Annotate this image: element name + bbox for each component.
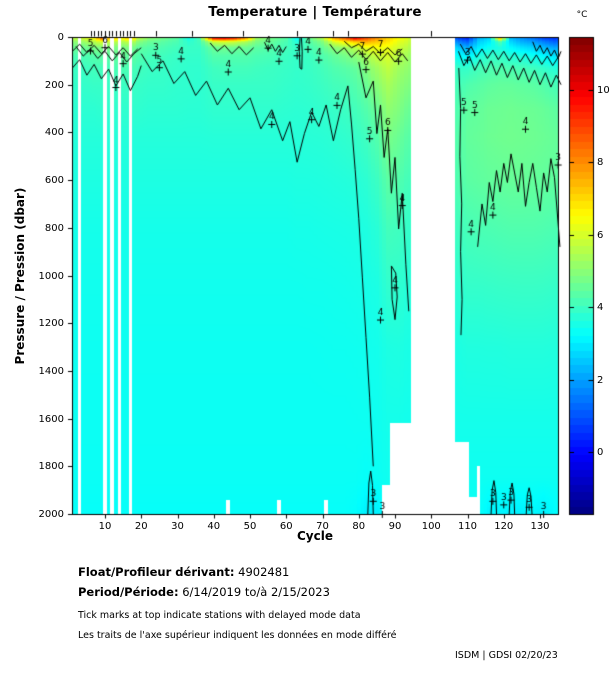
- xtick-label: 100: [421, 521, 441, 532]
- xtick-label: 30: [171, 521, 184, 532]
- xtick-label: 10: [98, 521, 112, 532]
- ytick-label: 800: [44, 222, 64, 234]
- period-value: 6/14/2019 to/à 2/15/2023: [178, 585, 330, 599]
- ytick-label: 1200: [38, 318, 64, 330]
- xtick-label: 20: [134, 521, 148, 532]
- delayed-mode-note-fr: Les traits de l'axe supérieur indiquent …: [78, 630, 397, 641]
- xtick-label: 110: [457, 521, 478, 532]
- cbtick-label: 10: [597, 84, 610, 96]
- xtick-label: 60: [279, 521, 293, 532]
- ytick-label: 0: [57, 32, 64, 43]
- xtick-label: 70: [316, 521, 329, 532]
- float-id-value: 4902481: [234, 565, 290, 579]
- cbtick-label: 4: [597, 302, 604, 314]
- xtick-label: 130: [530, 521, 550, 532]
- ytick-label: 1600: [38, 413, 64, 425]
- agency-credit: ISDM | GDSI 02/20/23: [455, 650, 558, 661]
- ytick-label: 1400: [38, 365, 64, 377]
- delayed-mode-note-en: Tick marks at top indicate stations with…: [78, 610, 361, 621]
- xtick-label: 120: [494, 521, 514, 532]
- period-line: Period/Période: 6/14/2019 to/à 2/15/2023: [78, 585, 330, 599]
- ytick-label: 2000: [38, 509, 64, 520]
- ytick-label: 200: [44, 79, 64, 91]
- ytick-label: 1800: [38, 461, 64, 473]
- ytick-label: 400: [44, 127, 64, 139]
- plot-title: Temperature | Température: [208, 4, 422, 20]
- float-id-label: Float/Profileur dérivant:: [78, 565, 235, 579]
- ytick-label: 600: [44, 175, 64, 187]
- xtick-label: 90: [388, 521, 402, 532]
- colorbar-unit-label: °C: [576, 10, 588, 20]
- cbtick-label: 2: [597, 374, 604, 386]
- period-label: Period/Période:: [78, 585, 179, 599]
- cbtick-label: 8: [597, 157, 604, 169]
- x-axis-label: Cycle: [297, 529, 333, 543]
- xtick-label: 50: [243, 521, 257, 532]
- xtick-label: 80: [352, 521, 366, 532]
- ytick-label: 1000: [38, 270, 64, 282]
- float-id-line: Float/Profileur dérivant: 4902481: [78, 565, 289, 579]
- cbtick-label: 6: [597, 229, 604, 241]
- xtick-label: 40: [207, 521, 221, 532]
- cbtick-label: 0: [597, 447, 604, 459]
